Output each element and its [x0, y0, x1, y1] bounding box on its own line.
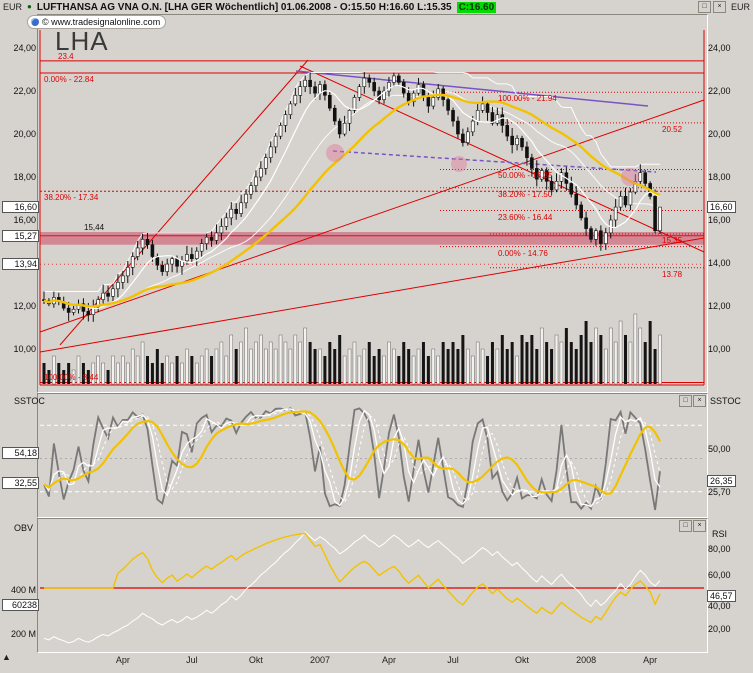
obv-panel-label: OBV: [14, 523, 34, 533]
price-tick-left: 20,00: [13, 129, 36, 139]
price-value-box-left: 15,27: [2, 229, 39, 242]
price-tick-left: 24,00: [13, 43, 36, 53]
close-icon[interactable]: ×: [712, 1, 726, 13]
obv-axis-label: 400 M: [10, 585, 36, 595]
price-tick-right: 22,00: [708, 86, 731, 96]
restore-icon[interactable]: □: [679, 395, 692, 407]
time-tick: Apr: [643, 655, 658, 665]
close-icon[interactable]: ×: [693, 395, 706, 407]
price-tick-right: 10,00: [708, 344, 731, 354]
price-tick-right: 16,00: [708, 215, 731, 225]
sstoc-right-header: SSTOC: [710, 396, 741, 406]
restore-icon[interactable]: □: [679, 520, 692, 532]
price-value-box-left: 16,60: [2, 201, 39, 214]
sstoc-axis-label: 25,70: [708, 487, 731, 497]
time-tick: Jul: [447, 655, 459, 665]
price-tick-left: 18,00: [13, 172, 36, 182]
obv-axis-label: 200 M: [10, 629, 36, 639]
time-tick: Okt: [515, 655, 530, 665]
rsi-axis-label: 40,00: [708, 601, 731, 611]
window-title: LUFTHANSA AG VNA O.N. [LHA GER Wöchentli…: [36, 1, 452, 13]
close-price-badge: C:16.60: [456, 1, 497, 13]
sstoc-axis-label: 54,18: [2, 447, 39, 459]
sstoc-axis-label: 26,35: [707, 475, 736, 487]
instrument-bullet-icon: ●: [27, 2, 32, 11]
globe-icon: [31, 18, 39, 26]
obv-panel: [37, 518, 708, 653]
obv-axis-label: 60238: [2, 599, 39, 611]
price-tick-left: 10,00: [13, 344, 36, 354]
time-tick: Okt: [248, 655, 263, 665]
price-value-box-left: 13,94: [2, 258, 39, 271]
price-tick-left: 14,00: [13, 258, 36, 268]
titlebar-buttons: □ ×: [697, 1, 726, 13]
time-tick: Apr: [115, 655, 130, 665]
obv-panel-buttons: □ ×: [679, 520, 706, 532]
copyright-pill: © www.tradesignalonline.com: [27, 15, 167, 29]
sstoc-axis-label: 50,00: [708, 444, 731, 454]
time-tick: 2007: [309, 655, 330, 665]
rsi-axis-label: 20,00: [708, 624, 731, 634]
rsi-right-header: RSI: [712, 529, 728, 539]
sstoc-axis-label: 32,55: [2, 477, 39, 489]
right-currency-label: EUR: [730, 2, 750, 12]
price-tick-right: 20,00: [708, 129, 731, 139]
price-tick-left: 22,00: [13, 86, 36, 96]
main-chart-panel: [37, 14, 708, 393]
price-value-box-right: 16,60: [707, 201, 736, 214]
sstoc-panel-label: SSTOC: [14, 396, 45, 406]
price-tick-right: 24,00: [708, 43, 731, 53]
time-tick: 2008: [576, 655, 597, 665]
sstoc-panel: [37, 393, 708, 518]
close-icon[interactable]: ×: [693, 520, 706, 532]
price-tick-left: 12,00: [13, 301, 36, 311]
left-currency-label: EUR: [3, 2, 23, 12]
titlebar: EUR ● LUFTHANSA AG VNA O.N. [LHA GER Wöc…: [0, 0, 753, 14]
time-tick: Apr: [381, 655, 396, 665]
price-tick-right: 18,00: [708, 172, 731, 182]
time-tick: Jul: [186, 655, 198, 665]
copyright-text: © www.tradesignalonline.com: [42, 17, 161, 27]
sstoc-panel-buttons: □ ×: [679, 395, 706, 407]
price-tick-right: 12,00: [708, 301, 731, 311]
symbol-watermark: LHA: [55, 26, 109, 56]
price-tick-right: 14,00: [708, 258, 731, 268]
restore-icon[interactable]: □: [697, 1, 711, 13]
rsi-axis-label: 46,57: [707, 590, 736, 602]
scroll-left-arrow[interactable]: ▲: [2, 652, 11, 662]
price-tick-left: 16,00: [13, 215, 36, 225]
rsi-axis-label: 60,00: [708, 570, 731, 580]
rsi-axis-label: 80,00: [708, 544, 731, 554]
